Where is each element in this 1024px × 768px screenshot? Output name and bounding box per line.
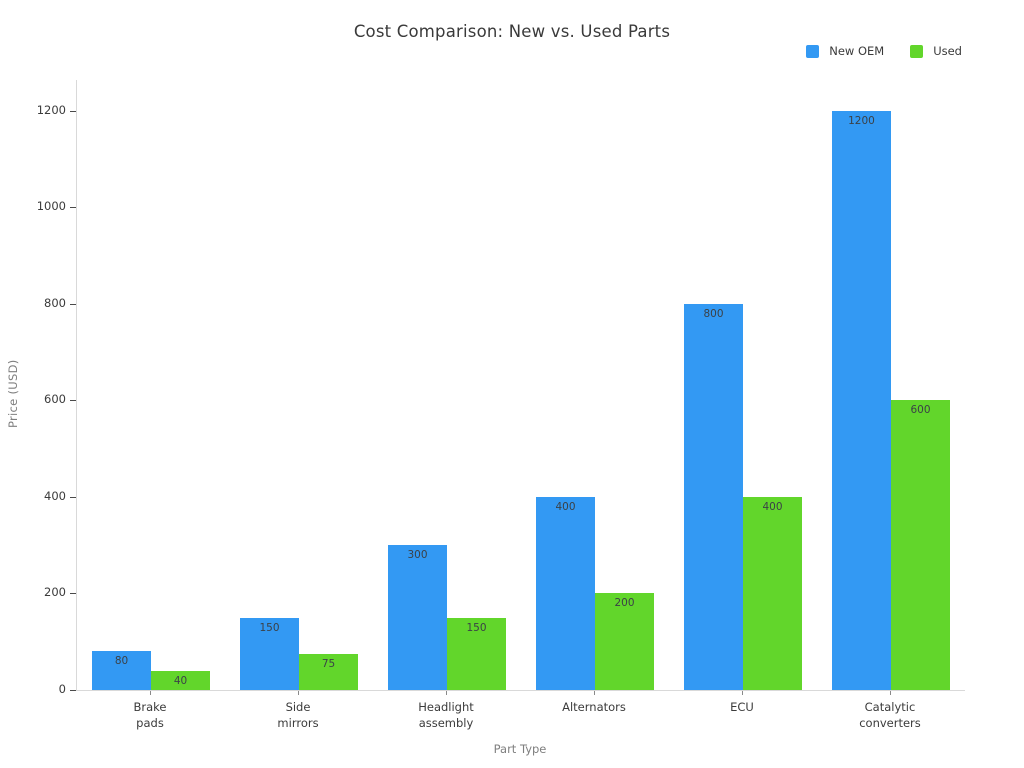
y-tick-label: 400 <box>44 488 66 503</box>
x-tick-label: Catalytic converters <box>859 700 921 730</box>
y-tick-mark <box>70 400 76 402</box>
x-tick-label: Headlight assembly <box>418 700 474 730</box>
bar-new-oem <box>536 496 595 690</box>
plot-area: 80 40 150 75 300 150 400 200 800 400 1200 600 <box>76 80 965 691</box>
bar-new-oem <box>388 545 447 690</box>
bar-used <box>447 617 506 690</box>
x-tick-mark <box>298 691 299 695</box>
legend-label: New OEM <box>829 44 885 58</box>
bar-used <box>891 400 950 690</box>
y-axis-title: Price (USD) <box>6 359 20 428</box>
x-tick-label: Brake pads <box>133 700 167 730</box>
bar-new-oem <box>92 651 151 690</box>
y-tick-label: 600 <box>44 392 66 407</box>
bar-used <box>743 496 802 690</box>
y-tick-mark <box>70 303 76 305</box>
bar-new-oem <box>240 617 299 690</box>
bar-used <box>299 653 358 690</box>
x-tick-mark <box>594 691 595 695</box>
y-tick-label: 0 <box>58 682 66 696</box>
y-tick-mark <box>70 690 76 691</box>
x-tick-mark <box>150 691 151 695</box>
x-tick-label: ECU <box>730 700 754 714</box>
y-tick-mark <box>70 593 76 595</box>
y-tick-label: 800 <box>44 295 66 310</box>
bar-used <box>595 593 654 690</box>
x-tick-label: Side mirrors <box>277 700 319 730</box>
y-tick-mark <box>70 110 76 112</box>
y-tick-label: 200 <box>44 585 66 600</box>
legend: New OEM Used <box>806 44 962 58</box>
legend-swatch-icon <box>806 44 820 58</box>
x-tick-mark <box>742 691 743 695</box>
x-axis-title: Part Type <box>493 742 547 756</box>
bar-new-oem <box>684 303 743 690</box>
legend-swatch-icon <box>910 44 924 58</box>
x-tick-mark <box>446 691 447 695</box>
legend-item-new-oem[interactable]: New OEM <box>806 44 884 58</box>
bar-used <box>151 670 210 690</box>
x-tick-label: Alternators <box>562 700 626 714</box>
legend-item-used[interactable]: Used <box>910 44 962 58</box>
legend-label: Used <box>933 44 962 58</box>
y-tick-label: 1000 <box>36 199 66 214</box>
x-tick-mark <box>890 691 891 695</box>
y-tick-mark <box>70 207 76 209</box>
chart-title: Cost Comparison: New vs. Used Parts <box>353 22 671 41</box>
y-tick-mark <box>70 496 76 498</box>
bar-new-oem <box>832 110 891 690</box>
y-tick-label: 1200 <box>36 102 66 117</box>
